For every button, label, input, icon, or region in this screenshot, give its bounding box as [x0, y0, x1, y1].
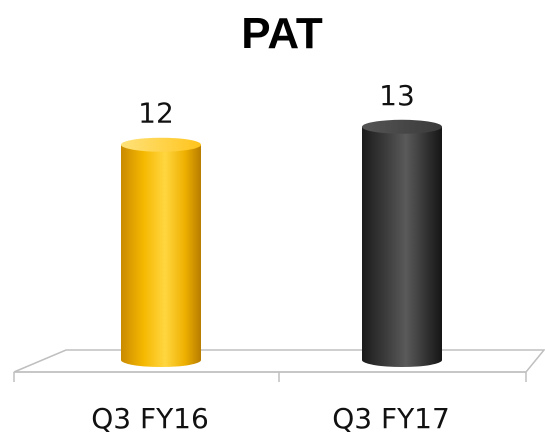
x-tick-label: Q3 FY17 [332, 402, 450, 435]
bar-body [121, 144, 201, 367]
bar-q3-fy16 [121, 137, 201, 367]
bar-q3-fy17 [362, 119, 442, 368]
labels-group: 12 Q3 FY16 13 Q3 FY17 [91, 79, 450, 435]
bar-top-cap [121, 137, 201, 152]
chart-title: PAT [241, 9, 323, 58]
bars-group [121, 119, 442, 368]
chart-floor [13, 349, 545, 373]
data-label: 13 [379, 79, 415, 112]
data-label: 12 [138, 97, 174, 130]
bar-top-cap [362, 119, 442, 134]
bar-body [362, 126, 442, 368]
x-tick-label: Q3 FY16 [91, 402, 209, 435]
